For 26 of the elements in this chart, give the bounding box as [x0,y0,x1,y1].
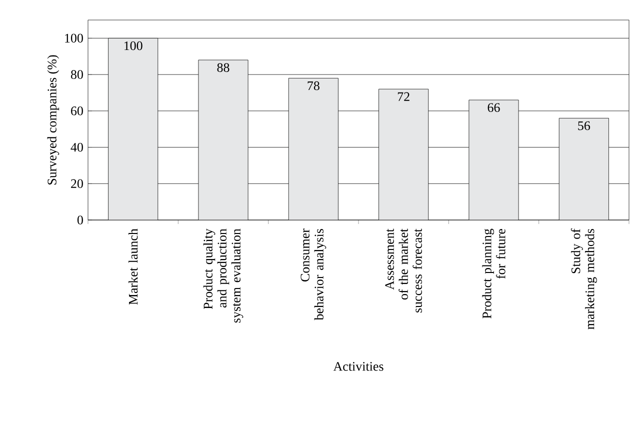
bar [558,118,609,220]
y-tick-label: 100 [65,34,83,43]
x-tick-label: Assessment of the market success forecast [385,228,422,312]
x-tick-label: Product planning for future [482,228,506,318]
data-label: 66 [488,103,500,112]
bar [468,100,519,220]
x-tick-label: Study of marketing methods [570,228,597,330]
bar [108,38,158,220]
x-tick-label: Product quality and production system evaluation [203,228,244,323]
data-label: 88 [217,63,230,72]
data-label: 100 [124,41,142,50]
y-tick-label: 80 [70,70,83,79]
data-label: 78 [308,81,320,90]
y-tick-label: 40 [70,142,83,152]
bar [378,88,429,220]
y-axis-title: Surveyed companies (%) [47,55,60,184]
data-label: 56 [578,121,590,130]
x-tick-label: Consumer behavior analysis [300,228,326,320]
y-tick-label: 20 [71,179,83,188]
y-tick-label: 0 [77,216,83,224]
x-axis-title: Activities [333,362,384,371]
y-tick-label: 60 [71,106,83,116]
bar [198,60,248,220]
x-tick-label: Market launch [128,228,138,305]
bar [288,78,338,220]
data-label: 72 [398,92,410,101]
